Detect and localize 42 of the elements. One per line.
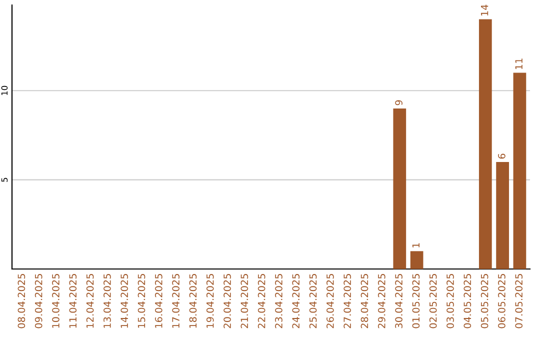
- data-label: 14: [481, 4, 488, 16]
- bar: [496, 162, 509, 269]
- x-tick-label: 24.04.2025: [292, 274, 300, 328]
- x-tick-label: 08.04.2025: [18, 274, 26, 328]
- bar: [513, 72, 526, 269]
- x-tick-label: 18.04.2025: [189, 274, 197, 328]
- data-label: 6: [498, 154, 506, 159]
- x-tick-label: 19.04.2025: [206, 274, 214, 328]
- x-tick-label: 09.04.2025: [34, 274, 42, 328]
- x-tick-label: 30.04.2025: [395, 274, 402, 328]
- x-tick-label: 20.04.2025: [224, 274, 231, 328]
- x-tick-label: 26.04.2025: [326, 274, 334, 328]
- y-tick-label: 5: [1, 178, 8, 182]
- x-tick-label: 27.04.2025: [344, 274, 352, 328]
- y-tick-label: 10: [1, 86, 8, 96]
- x-tick-label: 03.05.2025: [446, 274, 454, 328]
- x-tick-label: 15.04.2025: [138, 274, 146, 328]
- data-label: 11: [515, 58, 522, 70]
- x-tick-label: 14.04.2025: [120, 274, 128, 328]
- x-tick-label: 02.05.2025: [429, 274, 437, 328]
- x-tick-label: 25.04.2025: [309, 274, 317, 328]
- x-tick-label: 29.04.2025: [378, 274, 386, 328]
- x-tick-label: 05.05.2025: [480, 274, 488, 328]
- x-tick-label: 01.05.2025: [412, 274, 420, 328]
- bar: [410, 251, 424, 269]
- x-tick-label: 10.04.2025: [52, 274, 60, 328]
- x-tick-label: 16.04.2025: [154, 274, 162, 328]
- x-tick-label: 12.04.2025: [86, 274, 94, 328]
- x-tick-label: 13.04.2025: [104, 274, 111, 328]
- x-tick-label: 07.05.2025: [515, 274, 523, 328]
- x-tick-label: 06.05.2025: [498, 274, 506, 328]
- x-tick-label: 21.04.2025: [240, 274, 248, 328]
- x-tick-label: 17.04.2025: [172, 274, 180, 328]
- x-tick-label: 23.04.2025: [275, 274, 282, 328]
- bar: [478, 19, 492, 269]
- x-tick-label: 11.04.2025: [69, 274, 77, 328]
- bar: [393, 108, 406, 269]
- data-label: 9: [395, 100, 402, 106]
- data-label: 1: [412, 243, 420, 248]
- x-tick-label: 22.04.2025: [258, 274, 266, 328]
- x-tick-label: 28.04.2025: [360, 274, 368, 328]
- x-tick-label: 04.05.2025: [464, 274, 472, 328]
